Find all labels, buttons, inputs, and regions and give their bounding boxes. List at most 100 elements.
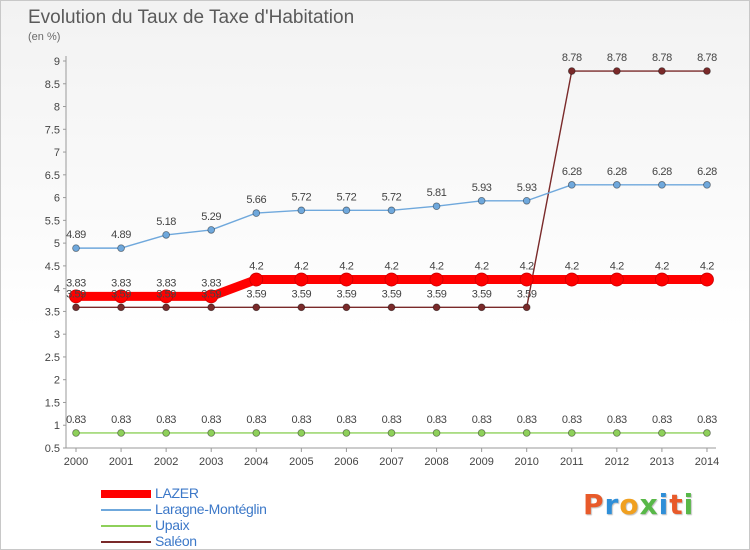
data-point-laragne-monteglin: [117, 244, 125, 252]
data-label: 0.83: [652, 414, 672, 426]
data-label: 5.29: [201, 211, 221, 223]
data-point-laragne-monteglin: [432, 202, 441, 211]
x-tick-label: 2000: [64, 456, 88, 468]
data-label: 0.83: [337, 414, 357, 426]
data-point-saleon: [658, 67, 666, 75]
y-tick-label: 9: [54, 56, 60, 68]
legend-swatch: [101, 509, 151, 511]
data-label: 5.81: [427, 187, 447, 199]
data-point-laragne-monteglin: [252, 209, 261, 217]
x-tick-label: 2010: [514, 456, 538, 468]
data-point-upaix: [387, 429, 396, 437]
data-point-upaix: [567, 429, 576, 437]
data-label: 4.2: [610, 261, 624, 273]
data-point-laragne-monteglin: [613, 181, 621, 189]
data-label: 0.83: [246, 414, 266, 426]
data-label: 4.89: [111, 229, 131, 241]
data-point-laragne-monteglin: [207, 226, 216, 234]
data-point-saleon: [117, 303, 125, 312]
y-tick-label: 5.5: [45, 215, 60, 227]
data-label: 4.2: [475, 261, 489, 273]
x-tick-label: 2001: [109, 456, 133, 468]
y-tick-label: 8.5: [45, 79, 60, 91]
data-point-upaix: [117, 429, 125, 437]
data-label: 6.28: [697, 166, 717, 178]
legend-item: LAZER: [101, 485, 361, 502]
y-tick-label: 1.5: [45, 397, 60, 409]
data-point-saleon: [297, 303, 306, 312]
data-point-saleon: [703, 67, 711, 75]
data-point-upaix: [252, 429, 261, 437]
legend-item: Laragne-Montéglin: [101, 501, 361, 518]
data-point-saleon: [567, 67, 576, 75]
y-tick-label: 5: [54, 238, 60, 250]
x-tick-label: 2008: [424, 456, 448, 468]
data-label: 4.2: [565, 261, 579, 273]
legend-swatch: [101, 525, 151, 527]
data-label: 4.2: [655, 261, 669, 273]
data-point-saleon: [432, 303, 441, 312]
data-point-upaix: [297, 429, 306, 437]
x-tick-label: 2014: [695, 456, 719, 468]
data-label: 4.2: [384, 261, 398, 273]
data-point-upaix: [613, 429, 621, 437]
data-point-laragne-monteglin: [342, 206, 351, 215]
data-label: 3.59: [111, 288, 131, 300]
data-label: 3.83: [156, 277, 176, 289]
data-point-lazer: [429, 272, 444, 287]
data-point-saleon: [252, 303, 261, 312]
data-point-upaix: [432, 429, 441, 437]
data-label: 0.83: [291, 414, 311, 426]
data-point-lazer: [339, 272, 354, 287]
data-point-laragne-monteglin: [72, 244, 80, 252]
data-point-laragne-monteglin: [567, 181, 576, 189]
data-label: 3.83: [201, 277, 221, 289]
data-label: 0.83: [697, 414, 717, 426]
data-point-laragne-monteglin: [162, 231, 170, 239]
chart-subtitle: (en %): [28, 31, 61, 43]
legend-label: LAZER: [155, 485, 199, 501]
data-point-lazer: [700, 272, 714, 287]
data-point-laragne-monteglin: [703, 181, 711, 189]
data-label: 5.66: [246, 194, 266, 206]
data-label: 3.59: [472, 288, 492, 300]
x-tick-label: 2009: [469, 456, 493, 468]
data-label: 6.28: [562, 166, 582, 178]
data-label: 0.83: [382, 414, 402, 426]
data-label: 3.59: [291, 288, 311, 300]
data-point-lazer: [519, 272, 534, 287]
data-label: 4.2: [430, 261, 444, 273]
data-label: 0.83: [562, 414, 582, 426]
x-tick-label: 2005: [289, 456, 313, 468]
legend-item: Saléon: [101, 533, 361, 550]
data-point-lazer: [655, 272, 669, 287]
data-label: 5.72: [291, 191, 311, 203]
data-label: 5.72: [382, 191, 402, 203]
y-tick-label: 4: [54, 284, 60, 296]
data-point-upaix: [342, 429, 351, 437]
data-point-upaix: [658, 429, 666, 437]
data-point-upaix: [207, 429, 216, 437]
y-tick-label: 6.5: [45, 170, 60, 182]
legend-label: Saléon: [155, 533, 197, 549]
data-point-laragne-monteglin: [477, 196, 486, 205]
data-label: 3.59: [201, 288, 221, 300]
data-point-lazer: [114, 289, 128, 304]
y-tick-label: 7: [54, 147, 60, 159]
data-label: 8.78: [652, 52, 672, 64]
data-label: 4.89: [66, 229, 86, 241]
data-label: 6.28: [652, 166, 672, 178]
data-label: 3.59: [156, 288, 176, 300]
y-tick-label: 3: [54, 329, 60, 341]
data-point-saleon: [342, 303, 351, 312]
data-label: 3.59: [246, 288, 266, 300]
data-label: 0.83: [156, 414, 176, 426]
chart-legend: LAZER Laragne-Montéglin Upaix Saléon: [101, 485, 361, 550]
y-tick-label: 2.5: [45, 352, 60, 364]
data-label: 3.59: [427, 288, 447, 300]
data-label: 3.59: [382, 288, 402, 300]
data-label: 3.83: [111, 277, 131, 289]
data-point-lazer: [564, 272, 579, 287]
